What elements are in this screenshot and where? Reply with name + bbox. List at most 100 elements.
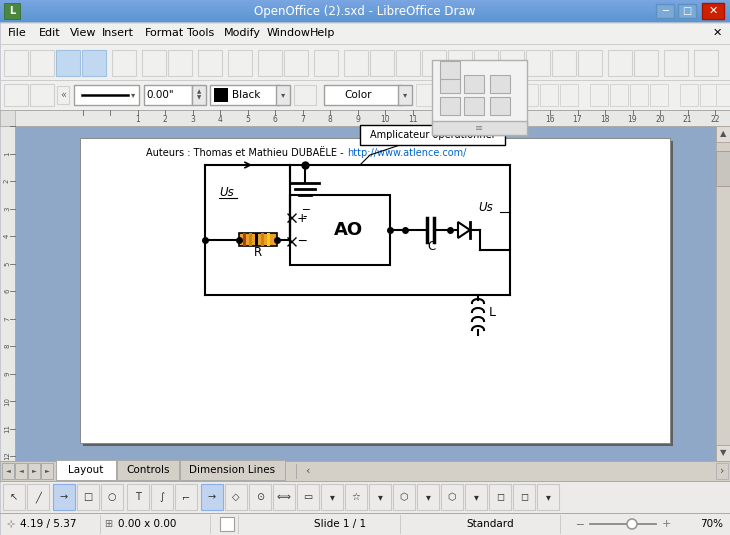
Bar <box>678 4 696 18</box>
Bar <box>590 84 608 106</box>
Bar <box>634 50 658 76</box>
Bar <box>0 11 730 12</box>
Bar <box>716 151 730 186</box>
Text: ⌐: ⌐ <box>182 492 190 502</box>
Bar <box>2 463 14 479</box>
Bar <box>0 12 730 13</box>
Bar <box>180 460 285 480</box>
Text: Standard: Standard <box>466 519 514 529</box>
Bar <box>3 484 25 510</box>
Text: Tools: Tools <box>187 28 215 38</box>
Bar <box>0 22 730 44</box>
Bar <box>417 484 439 510</box>
Bar <box>239 233 277 246</box>
Text: ⊞: ⊞ <box>104 519 112 529</box>
Text: 0.00": 0.00" <box>146 90 174 100</box>
Bar <box>664 50 688 76</box>
Text: Layout: Layout <box>69 465 104 475</box>
Text: -: - <box>303 210 307 224</box>
Bar <box>694 50 718 76</box>
Text: ╱: ╱ <box>35 491 41 503</box>
Text: ─: ─ <box>299 235 306 248</box>
Bar <box>716 84 730 106</box>
Bar <box>716 445 730 461</box>
Bar <box>28 463 40 479</box>
Bar <box>0 481 730 513</box>
Text: Slide 1 / 1: Slide 1 / 1 <box>314 519 366 529</box>
Bar <box>276 85 290 105</box>
Bar <box>57 86 69 104</box>
Bar <box>422 50 446 76</box>
Text: ▼: ▼ <box>720 448 726 457</box>
Text: 9: 9 <box>4 371 10 376</box>
Bar <box>321 484 343 510</box>
Bar <box>0 8 730 9</box>
Text: +: + <box>296 212 307 225</box>
Bar <box>290 195 390 265</box>
Text: 10: 10 <box>4 396 10 406</box>
Bar <box>440 97 460 115</box>
Text: ▾: ▾ <box>426 492 431 502</box>
Text: 3: 3 <box>190 116 195 125</box>
Bar <box>0 17 730 18</box>
Bar <box>578 50 602 76</box>
Bar <box>416 84 434 106</box>
Bar <box>526 50 550 76</box>
Bar <box>489 484 511 510</box>
Bar <box>83 141 673 446</box>
Text: ◄: ◄ <box>6 469 10 473</box>
Text: Help: Help <box>310 28 335 38</box>
Bar <box>117 460 179 480</box>
Text: R: R <box>254 247 262 259</box>
Text: 4: 4 <box>218 116 223 125</box>
Text: 1: 1 <box>4 151 10 156</box>
Bar <box>630 84 648 106</box>
Bar <box>520 84 538 106</box>
Text: 12: 12 <box>4 452 10 461</box>
Bar <box>398 85 412 105</box>
Text: Black: Black <box>232 90 261 100</box>
Bar <box>0 18 730 19</box>
Bar <box>249 233 252 246</box>
Text: Us: Us <box>478 201 493 214</box>
Text: ▲
▼: ▲ ▼ <box>197 89 201 101</box>
Text: 11: 11 <box>4 424 10 433</box>
Text: □: □ <box>83 492 93 502</box>
Bar <box>474 50 498 76</box>
Bar <box>273 484 295 510</box>
Text: ▾: ▾ <box>403 90 407 100</box>
Text: ▾: ▾ <box>131 90 135 100</box>
Bar <box>0 5 730 6</box>
Bar <box>500 50 524 76</box>
Bar <box>112 50 136 76</box>
Text: 4.19 / 5.37: 4.19 / 5.37 <box>20 519 77 529</box>
Text: ≡: ≡ <box>475 123 483 133</box>
Bar <box>324 85 402 105</box>
Bar <box>490 97 510 115</box>
Text: ◻: ◻ <box>496 492 504 502</box>
Bar <box>144 85 192 105</box>
Text: Color: Color <box>345 90 372 100</box>
Bar <box>27 484 49 510</box>
Bar <box>448 50 472 76</box>
Bar <box>432 121 527 135</box>
Text: □: □ <box>683 6 691 16</box>
Text: ▾: ▾ <box>329 492 334 502</box>
Bar <box>716 463 728 479</box>
Text: Auteurs : Thomas et Mathieu DUBAËLE -: Auteurs : Thomas et Mathieu DUBAËLE - <box>146 148 347 158</box>
Text: →: → <box>208 492 216 502</box>
Text: ─: ─ <box>662 6 668 16</box>
Polygon shape <box>458 222 470 238</box>
Bar <box>220 517 234 531</box>
Bar <box>0 110 15 126</box>
Text: 1: 1 <box>135 116 140 125</box>
Bar <box>210 85 280 105</box>
Text: Insert: Insert <box>101 28 134 38</box>
Bar <box>15 463 27 479</box>
Bar <box>680 84 698 106</box>
Text: ⊹: ⊹ <box>6 519 14 529</box>
Bar <box>284 50 308 76</box>
Bar <box>0 461 730 481</box>
Bar <box>396 50 420 76</box>
Bar <box>702 3 724 19</box>
